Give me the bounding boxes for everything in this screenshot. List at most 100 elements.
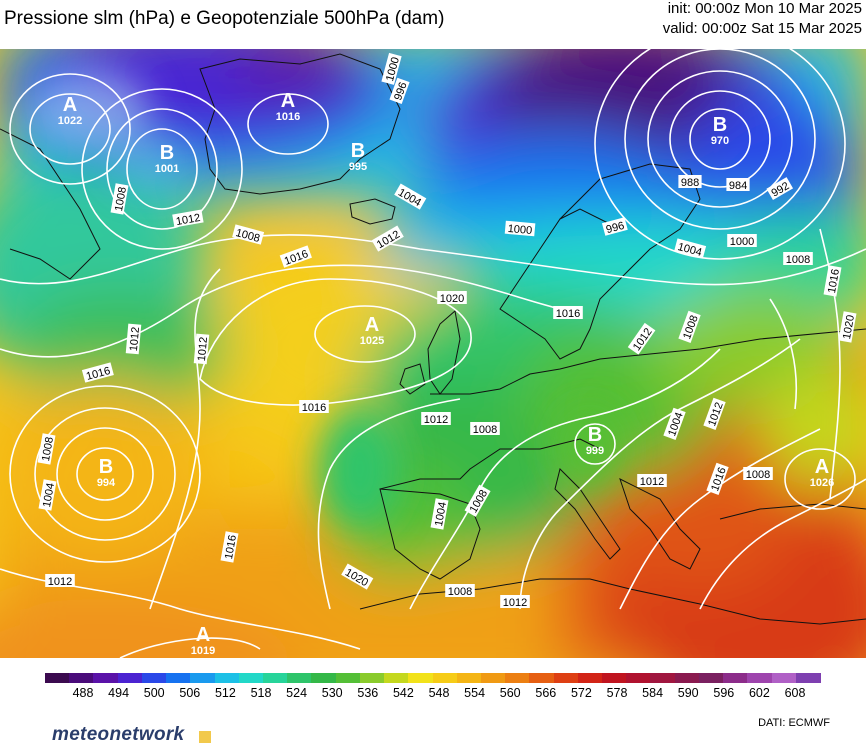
isobar-label-text: 1008 — [746, 469, 770, 481]
isobar-label: 1012 — [125, 323, 142, 355]
isobar-label-box — [81, 362, 114, 383]
colorbar-swatch — [141, 673, 167, 683]
colorbar-swatch — [359, 673, 385, 683]
isobar-label: 988 — [678, 175, 702, 189]
colorbar-swatch — [602, 673, 627, 683]
colorbar-tick-label: 566 — [535, 686, 557, 700]
colorbar-swatch — [698, 673, 724, 683]
colorbar-tick-label: 512 — [214, 686, 236, 700]
isobar-label: 1008 — [470, 422, 500, 436]
pressure-center-value: 999 — [586, 445, 604, 457]
isobar-label-box — [766, 177, 794, 200]
colorbar-swatch — [456, 673, 482, 683]
isobar-label-text: 1012 — [196, 336, 210, 361]
isobar-label-box — [464, 484, 491, 517]
isobar-label: 1016 — [553, 306, 583, 320]
geopotential-field: 1000 996 1008 1012 1008 1016 1012 1004 1000 988 98… — [0, 49, 866, 658]
isobar-label-text: 1016 — [223, 534, 239, 560]
high-pressure-letter: A — [196, 624, 210, 646]
isobar-label-text: 984 — [729, 180, 747, 192]
isobar-label-box — [678, 175, 702, 188]
colorbar-swatch — [287, 673, 312, 683]
isobar-label: 1008 — [783, 252, 813, 266]
isobar-label-box — [299, 400, 329, 413]
high-pressure-letter: A — [281, 90, 295, 112]
isobar-label-box — [743, 467, 773, 480]
pressure-center-value: 1026 — [810, 477, 834, 489]
isobar-label-box — [703, 397, 726, 430]
isobar-label-box — [500, 595, 530, 608]
isobar-label-box — [727, 234, 757, 247]
pressure-center-value: 1001 — [155, 163, 179, 175]
colorbar — [45, 673, 821, 683]
isobar-label-box — [470, 422, 500, 435]
isobar-label-text: 1012 — [175, 212, 201, 228]
isobar-label-box — [783, 252, 813, 265]
map-title: Pressione slm (hPa) e Geopotenziale 500h… — [4, 8, 445, 29]
isobar-label-text: 1008 — [473, 424, 497, 436]
low-pressure-letter: B — [160, 142, 174, 164]
isobar-label-text: 1012 — [503, 597, 527, 609]
high-pressure-letter: A — [63, 94, 77, 116]
colorbar-swatch — [432, 673, 458, 683]
isobar-label-box — [823, 265, 842, 297]
isobar-label-text: 1004 — [433, 501, 449, 527]
isobar-label-box — [504, 220, 536, 237]
isobar-label-text: 1020 — [841, 314, 857, 340]
isobar-label: 1020 — [838, 311, 857, 343]
colorbar-swatch — [214, 673, 240, 683]
colorbar-tick-label: 524 — [286, 686, 308, 700]
isobar-label-text: 996 — [605, 220, 626, 236]
isobar-label-text: 1016 — [826, 268, 842, 294]
isobar-label-box — [110, 183, 129, 215]
isobar-label-box — [341, 563, 374, 590]
isobar-label-text: 1016 — [302, 402, 326, 414]
isobar-label: 1016 — [299, 400, 329, 414]
colorbar-swatch — [674, 673, 700, 683]
weather-map: 1000 996 1008 1012 1008 1016 1012 1004 1000 988 98… — [0, 49, 866, 658]
colorbar-swatch — [384, 673, 409, 683]
colorbar-tick-label: 572 — [570, 686, 592, 700]
data-credit: DATI: ECMWF — [758, 717, 830, 729]
colorbar-tick-label: 590 — [677, 686, 699, 700]
isobar-label-box — [553, 306, 583, 319]
colorbar-swatch — [45, 673, 70, 683]
isobar-label-text: 996 — [392, 81, 410, 102]
isobar-label-text: 1012 — [640, 476, 664, 488]
low-pressure-letter: B — [351, 140, 365, 162]
isobar-label-box — [172, 209, 204, 228]
colorbar-tick-label: 494 — [108, 686, 130, 700]
colorbar-swatch — [238, 673, 264, 683]
isobar-label-box — [38, 479, 57, 511]
isobar-label: 1012 — [500, 595, 530, 609]
high-pressure-letter: A — [815, 456, 829, 478]
isobar-label-text: 1000 — [730, 236, 754, 248]
isobar-label-box — [674, 238, 707, 259]
isobar-label: 1004 — [38, 479, 57, 511]
isobar-label-box — [45, 574, 75, 587]
isobar-label-box — [371, 225, 404, 252]
coastlines — [0, 53, 866, 625]
colorbar-tick-label: 530 — [321, 686, 343, 700]
isobar-label: 1004 — [430, 498, 449, 530]
isobar-label-box — [381, 52, 402, 85]
colorbar-swatch — [626, 673, 652, 683]
isobar-label-text: 1016 — [556, 308, 580, 320]
isobar-label-text: 1012 — [48, 576, 72, 588]
isobar-label-box — [437, 291, 467, 304]
isobar-label-text: 1020 — [440, 293, 464, 305]
pressure-center-value: 970 — [711, 135, 729, 147]
pressure-center-value: 995 — [349, 161, 367, 173]
pressure-center-value: 1016 — [276, 111, 300, 123]
colorbar-swatch — [335, 673, 361, 683]
isobar-label-text: 1004 — [41, 482, 57, 508]
isobar-label: 1012 — [45, 574, 75, 588]
colorbar-swatch — [529, 673, 555, 683]
isobar-label: 1008 — [37, 433, 56, 465]
isobar-label-box — [726, 178, 750, 191]
colorbar-swatch — [93, 673, 119, 683]
